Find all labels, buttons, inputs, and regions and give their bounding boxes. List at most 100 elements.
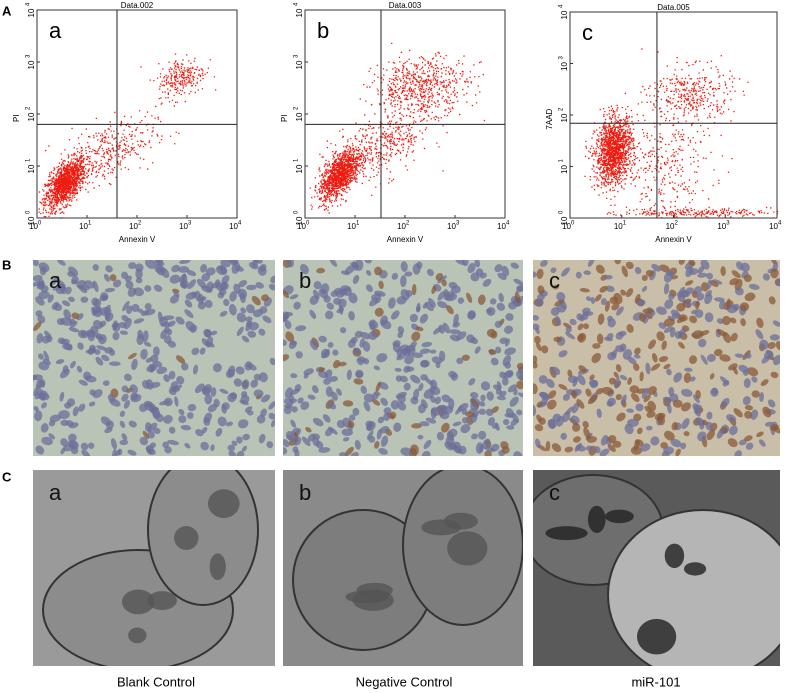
nucleus	[621, 265, 628, 278]
tick-base: 10	[560, 216, 569, 225]
nucleus	[470, 337, 478, 345]
nucleus	[215, 427, 223, 437]
nucleus	[489, 298, 497, 305]
nucleus	[656, 331, 665, 342]
nucleus	[596, 333, 604, 345]
nucleus	[575, 444, 586, 452]
nucleus	[421, 450, 431, 456]
nucleus	[767, 399, 776, 408]
nucleus	[430, 379, 438, 390]
nucleus	[35, 296, 45, 306]
nucleus	[403, 382, 411, 391]
nucleus	[449, 329, 461, 335]
nucleus	[128, 262, 137, 270]
nucleus	[33, 275, 43, 281]
nucleus	[496, 302, 506, 311]
nucleus	[197, 293, 204, 305]
nucleus	[572, 423, 581, 432]
nucleus	[510, 419, 518, 427]
nucleus	[144, 402, 156, 412]
nucleus	[587, 394, 598, 405]
nucleus	[186, 270, 197, 277]
nucleus	[420, 359, 430, 368]
nucleus	[394, 367, 402, 372]
nucleus	[620, 394, 627, 406]
nucleus	[424, 301, 434, 312]
nucleus	[102, 380, 110, 387]
nucleus	[704, 293, 713, 305]
nucleus	[246, 363, 257, 371]
nucleus	[599, 448, 610, 456]
nucleus	[561, 267, 570, 277]
nucleus	[579, 314, 585, 322]
nucleus	[516, 409, 523, 416]
nucleus	[693, 404, 703, 412]
nucleus	[445, 436, 455, 445]
nucleus	[94, 308, 103, 318]
nucleus	[215, 265, 228, 276]
nucleus	[745, 352, 752, 359]
nucleus	[695, 300, 700, 310]
tick-base: 10	[27, 112, 36, 121]
nucleus	[150, 354, 159, 363]
nucleus	[236, 326, 244, 337]
nucleus	[612, 440, 622, 448]
nucleus	[410, 444, 419, 456]
nucleus	[392, 340, 401, 347]
nucleus	[118, 321, 127, 329]
caption: miR-101	[631, 674, 680, 689]
nucleus	[606, 332, 614, 341]
nucleus	[575, 271, 582, 279]
nucleus	[101, 354, 110, 362]
nucleus	[691, 309, 698, 315]
nucleus	[35, 445, 45, 455]
nucleus	[85, 375, 97, 383]
nucleus	[231, 440, 238, 446]
nucleus	[336, 388, 342, 396]
nucleus	[108, 361, 121, 367]
nucleus	[127, 287, 137, 297]
nucleus	[416, 261, 423, 269]
nucleus	[380, 435, 389, 447]
nucleus	[658, 322, 667, 330]
nucleus	[743, 274, 752, 283]
nucleus	[239, 400, 249, 406]
nucleus	[297, 397, 304, 404]
nucleus	[494, 264, 503, 273]
nucleus	[571, 390, 577, 399]
nucleus	[33, 280, 42, 287]
nucleus	[364, 260, 372, 264]
nucleus	[546, 399, 557, 410]
nucleus	[744, 292, 756, 302]
nucleus	[571, 402, 580, 414]
nucleus	[770, 268, 779, 279]
nucleus	[646, 410, 656, 418]
nucleus	[332, 349, 339, 356]
nucleus	[469, 392, 479, 399]
nucleus	[318, 335, 327, 343]
nucleus	[437, 301, 448, 309]
nucleus	[486, 328, 496, 338]
nucleus	[393, 422, 402, 432]
nucleus	[400, 348, 408, 355]
nucleus	[497, 272, 507, 281]
tick-base: 10	[27, 8, 36, 17]
nucleus	[615, 331, 624, 340]
nucleus	[540, 395, 549, 407]
nucleus	[683, 372, 691, 384]
nucleus	[656, 306, 667, 315]
nucleus	[639, 312, 646, 322]
nucleus	[585, 296, 592, 302]
nucleus	[650, 363, 661, 371]
nucleus	[329, 260, 338, 267]
nucleus	[366, 284, 373, 293]
nucleus	[363, 393, 375, 403]
nucleus	[640, 443, 651, 452]
tick-exponent: 3	[26, 54, 32, 58]
nucleus	[171, 264, 180, 273]
nucleus	[374, 290, 386, 297]
nucleus	[565, 406, 574, 415]
nucleus	[411, 423, 423, 429]
nucleus	[502, 355, 512, 367]
chromatin	[121, 589, 155, 615]
